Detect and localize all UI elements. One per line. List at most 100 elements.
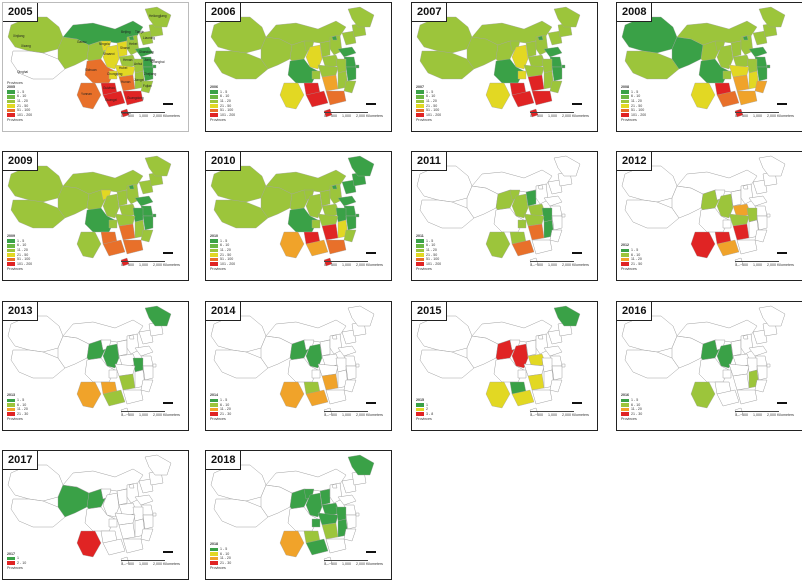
legend-swatch xyxy=(416,403,424,407)
province-shape xyxy=(716,239,740,257)
inset-marker xyxy=(163,252,173,254)
legend-label: 2 - 10 xyxy=(17,560,27,565)
scale-tick-label: 1,000 xyxy=(548,263,557,267)
legend-swatch xyxy=(7,104,15,108)
province-shape xyxy=(152,64,157,69)
china-province-map xyxy=(621,155,786,267)
legend-year: 2016 xyxy=(621,393,629,398)
province-shape xyxy=(525,40,537,58)
map-legend: 2015 1 2 3 - 8 Provinces xyxy=(416,398,433,422)
province-shape xyxy=(120,257,130,267)
scale-tick-label: 2,000 Kilometers xyxy=(356,114,383,118)
scale-bar-ticks: 0 500 1,000 2,000 Kilometers xyxy=(735,114,799,118)
province-shape xyxy=(752,179,768,195)
legend-swatch xyxy=(210,262,218,266)
province-shape xyxy=(341,179,357,195)
scale-bar: 0 500 1,000 2,000 Kilometers xyxy=(121,112,187,122)
scale-bar-ticks: 0 500 1,000 2,000 Kilometers xyxy=(735,263,799,267)
province-shape xyxy=(279,381,305,409)
legend-year: 2014 xyxy=(210,393,218,398)
scale-bar: 0 500 1,000 2,000 Kilometers xyxy=(735,411,801,421)
legend-swatch xyxy=(621,108,629,113)
province-shape xyxy=(730,189,742,207)
scale-tick-label: 0 xyxy=(121,562,123,566)
legend-entry: 21 - 50 xyxy=(621,262,642,267)
legend-entry: 1 xyxy=(7,556,26,561)
scale-bar: 0 500 1,000 2,000 Kilometers xyxy=(530,411,596,421)
legend-label: 51 - 100 xyxy=(631,108,645,113)
province-shape xyxy=(547,329,563,345)
legend-entry: 21 - 50 xyxy=(7,104,32,109)
province-shape xyxy=(419,199,475,229)
province-label: Anhui xyxy=(134,62,142,66)
legend-swatch xyxy=(210,99,218,104)
province-shape xyxy=(116,488,128,506)
scale-tick-label: 0 xyxy=(324,114,326,118)
province-label: Qinghai xyxy=(17,70,28,74)
province-shape xyxy=(716,343,734,369)
legend-swatch xyxy=(416,248,424,253)
legend-swatch xyxy=(621,113,629,117)
province-shape xyxy=(210,464,267,502)
province-shape xyxy=(419,50,475,80)
legend-entry: 1 - 5 xyxy=(621,90,646,95)
province-shape xyxy=(325,538,347,554)
province-shape xyxy=(547,179,563,195)
scale-tick-label: 500 xyxy=(331,562,337,566)
scale-bar-ticks: 0 500 1,000 2,000 Kilometers xyxy=(735,413,799,417)
scale-bar-ticks: 0 500 1,000 2,000 Kilometers xyxy=(530,413,594,417)
legend-swatch xyxy=(210,552,218,556)
legend-label: 11 - 20 xyxy=(220,407,231,412)
legend-swatch xyxy=(621,253,629,257)
scale-tick-label: 1,000 xyxy=(342,263,351,267)
scale-tick-label: 1,000 xyxy=(548,413,557,417)
province-label: Hubei xyxy=(119,66,128,70)
province-shape xyxy=(549,80,563,94)
province-shape xyxy=(621,16,678,54)
legend-label: 101 - 200 xyxy=(426,112,442,117)
legend-label: 21 - 50 xyxy=(426,252,438,257)
province-shape xyxy=(343,80,357,94)
province-shape xyxy=(140,379,154,393)
province-shape xyxy=(140,229,154,243)
legend-label: 1 - 5 xyxy=(220,547,228,552)
scale-bar: 0 500 1,000 2,000 Kilometers xyxy=(324,560,390,570)
province-shape xyxy=(419,349,475,379)
province-shape xyxy=(319,488,331,506)
legend-entry: 101 - 200 xyxy=(416,113,441,118)
province-shape xyxy=(746,207,758,223)
province-shape xyxy=(337,46,357,58)
province-shape xyxy=(331,483,338,489)
legend-entry: 11 - 20 xyxy=(210,248,235,253)
province-shape xyxy=(279,530,305,558)
province-shape xyxy=(142,66,154,82)
year-label: 2010 xyxy=(206,152,242,171)
scale-tick-label: 2,000 Kilometers xyxy=(153,114,180,118)
province-shape xyxy=(742,334,749,340)
province-shape xyxy=(335,58,347,74)
province-shape xyxy=(331,184,338,190)
province-shape xyxy=(511,44,529,70)
legend-label: 21 - 50 xyxy=(220,103,232,108)
map-panel-2005: Xinjiang Qinghai Xizang Heilongjiang Liaonin… xyxy=(2,2,189,132)
legend-entry: 101 - 200 xyxy=(7,262,32,267)
legend-swatch xyxy=(210,407,218,412)
scale-bar-ticks: 0 500 1,000 2,000 Kilometers xyxy=(324,114,388,118)
legend-year: 2005 xyxy=(7,85,15,90)
legend-entry: 1 - 5 xyxy=(621,248,642,253)
legend-label: 2 xyxy=(426,407,428,412)
province-label: Gansu xyxy=(77,40,87,44)
legend-entry: 6 - 10 xyxy=(621,253,642,258)
scale-bar-ticks: 0 500 1,000 2,000 Kilometers xyxy=(121,413,185,417)
province-shape xyxy=(321,223,339,241)
province-shape xyxy=(485,381,511,409)
china-province-map xyxy=(7,155,172,267)
province-shape xyxy=(331,334,338,340)
legend-caption: Provinces xyxy=(416,118,432,123)
legend-entry: 1 xyxy=(416,403,433,408)
